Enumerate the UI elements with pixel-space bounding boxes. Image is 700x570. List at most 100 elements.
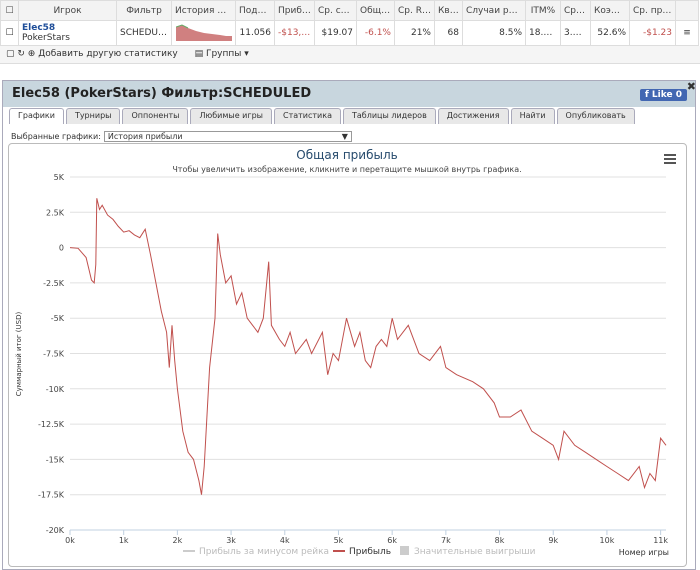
x-tick-label: 0k	[65, 536, 75, 545]
add-stat-button[interactable]: Добавить другую статистику	[38, 49, 178, 59]
column-header[interactable]: Игрок	[18, 0, 117, 21]
legend-label[interactable]: Прибыль	[349, 547, 391, 557]
stat-cell: -$1.23	[629, 20, 676, 46]
row-menu[interactable]: ≡	[683, 28, 691, 38]
checkbox-cell: ☐	[0, 20, 19, 46]
column-header[interactable]: ITM%	[525, 0, 561, 21]
column-header[interactable]: Ср. уч	[560, 0, 591, 21]
chart-subtitle: Чтобы увеличить изображение, кликните и …	[172, 165, 521, 174]
stat-cell: 3.659	[560, 20, 591, 46]
player-name[interactable]: Elec58	[22, 23, 56, 33]
like-label: Like	[651, 90, 673, 100]
y-tick-label: 0	[59, 244, 64, 253]
x-tick-label: 4k	[280, 536, 290, 545]
tab[interactable]: Найти	[510, 108, 555, 124]
chart: Общая прибыль Чтобы увеличить изображени…	[15, 148, 676, 557]
stat-cell: 11.056	[235, 20, 275, 46]
stat-cell: $19.07	[314, 20, 357, 46]
y-tick-label: -20K	[46, 526, 65, 535]
x-tick-label: 10k	[600, 536, 615, 545]
y-tick-label: 5K	[54, 173, 65, 182]
y-tick-label: -2.5K	[43, 279, 65, 288]
x-axis-title: Номер игры	[619, 548, 669, 557]
menu-icon[interactable]	[664, 154, 676, 164]
checkbox[interactable]: ☐	[5, 28, 14, 38]
sparkline-cell	[171, 20, 236, 46]
checkbox-cell: ☐	[0, 0, 19, 21]
column-header[interactable]: Общий	[356, 0, 395, 21]
chart-box: Общая прибыль Чтобы увеличить изображени…	[8, 143, 687, 567]
x-tick-label: 1k	[119, 536, 129, 545]
legend-label[interactable]: Значительные выигрыши	[414, 547, 536, 557]
x-tick-label: 7k	[441, 536, 451, 545]
toolbar: ▢ ↻ ⊕ Добавить другую статистику ▤ Групп…	[0, 46, 700, 64]
y-tick-label: -7.5K	[43, 350, 65, 359]
stat-cell: -$13,638	[274, 20, 315, 46]
column-header[interactable]: Ср. ROI	[394, 0, 435, 21]
panel-header: Elec58 (PokerStars) Фильтр:SCHEDULED f L…	[3, 81, 695, 107]
like-count: 0	[675, 90, 682, 100]
stat-cell: 18.7%	[525, 20, 561, 46]
y-tick-label: 2.5K	[46, 208, 65, 217]
tab[interactable]: Турниры	[65, 108, 121, 124]
y-tick-label: -10K	[46, 385, 65, 394]
column-header[interactable]: Ср. прибы	[629, 0, 676, 21]
x-tick-label: 11k	[653, 536, 668, 545]
legend-swatch	[400, 546, 409, 555]
tab[interactable]: Таблицы лидеров	[342, 108, 436, 124]
panel-title: Elec58 (PokerStars) Фильтр:SCHEDULED	[12, 86, 312, 101]
groups-label: Группы	[205, 49, 242, 59]
tab[interactable]: Графики	[9, 108, 64, 124]
tab[interactable]: Достижения	[437, 108, 509, 124]
tab[interactable]: Опубликовать	[556, 108, 635, 124]
tab[interactable]: Оппоненты	[122, 108, 189, 124]
stat-cell: 52.6%	[590, 20, 630, 46]
filter-cell: SCHEDULED	[116, 20, 172, 46]
column-header[interactable]: Фильтр	[116, 0, 172, 21]
like-button[interactable]: f Like 0	[639, 89, 687, 101]
x-tick-label: 3k	[226, 536, 236, 545]
y-tick-label: -12.5K	[38, 420, 65, 429]
legend-label[interactable]: Прибыль за минусом рейка	[199, 547, 329, 557]
menu-cell: ≡	[675, 20, 699, 46]
icons: ▢ ↻ ⊕	[6, 49, 36, 59]
y-tick-label: -5K	[51, 314, 65, 323]
tabs: Графики Турниры Оппоненты Любимые игры Стати…	[9, 108, 635, 124]
x-tick-label: 5k	[334, 536, 344, 545]
column-header[interactable]: Случаи ранне	[462, 0, 526, 21]
close-button[interactable]: ✖	[686, 80, 696, 93]
column-header[interactable]: История прибыли	[171, 0, 236, 21]
chart-title: Общая прибыль	[296, 148, 397, 162]
stat-cell: 68	[434, 20, 463, 46]
sparkline	[175, 23, 232, 41]
empty-cell	[675, 0, 699, 21]
column-header[interactable]: Коэффиц	[590, 0, 630, 21]
x-tick-label: 8k	[495, 536, 505, 545]
column-header[interactable]: Прибыль	[274, 0, 315, 21]
y-axis-title: Суммарный итог (USD)	[15, 312, 23, 397]
select-box[interactable]: История прибыли ▼	[103, 131, 352, 142]
tab[interactable]: Статистика	[273, 108, 341, 124]
player-cell: Elec58 PokerStars	[18, 20, 117, 46]
column-header[interactable]: Подсчет	[235, 0, 275, 21]
select-value: История прибыли	[107, 132, 183, 141]
stat-cell: 8.5%	[462, 20, 526, 46]
groups-button[interactable]: ▤ Группы ▾	[194, 49, 249, 59]
x-tick-label: 2k	[173, 536, 183, 545]
chart-select: Выбранные графики: История прибыли ▼	[11, 131, 352, 142]
y-tick-label: -17.5K	[38, 491, 65, 500]
tab[interactable]: Любимые игры	[190, 108, 272, 124]
stat-cell: 21%	[394, 20, 435, 46]
checkbox[interactable]: ☐	[5, 5, 14, 16]
profit-line	[69, 198, 667, 495]
x-tick-label: 9k	[548, 536, 558, 545]
x-tick-label: 6k	[387, 536, 397, 545]
player-site: PokerStars	[22, 33, 70, 43]
column-header[interactable]: Квали	[434, 0, 463, 21]
column-header[interactable]: Ср. ставк	[314, 0, 357, 21]
data-row: ☐ Elec58 PokerStars SCHEDULED 11.056 -$13,638…	[0, 20, 699, 46]
stat-cell: -6.1%	[356, 20, 395, 46]
